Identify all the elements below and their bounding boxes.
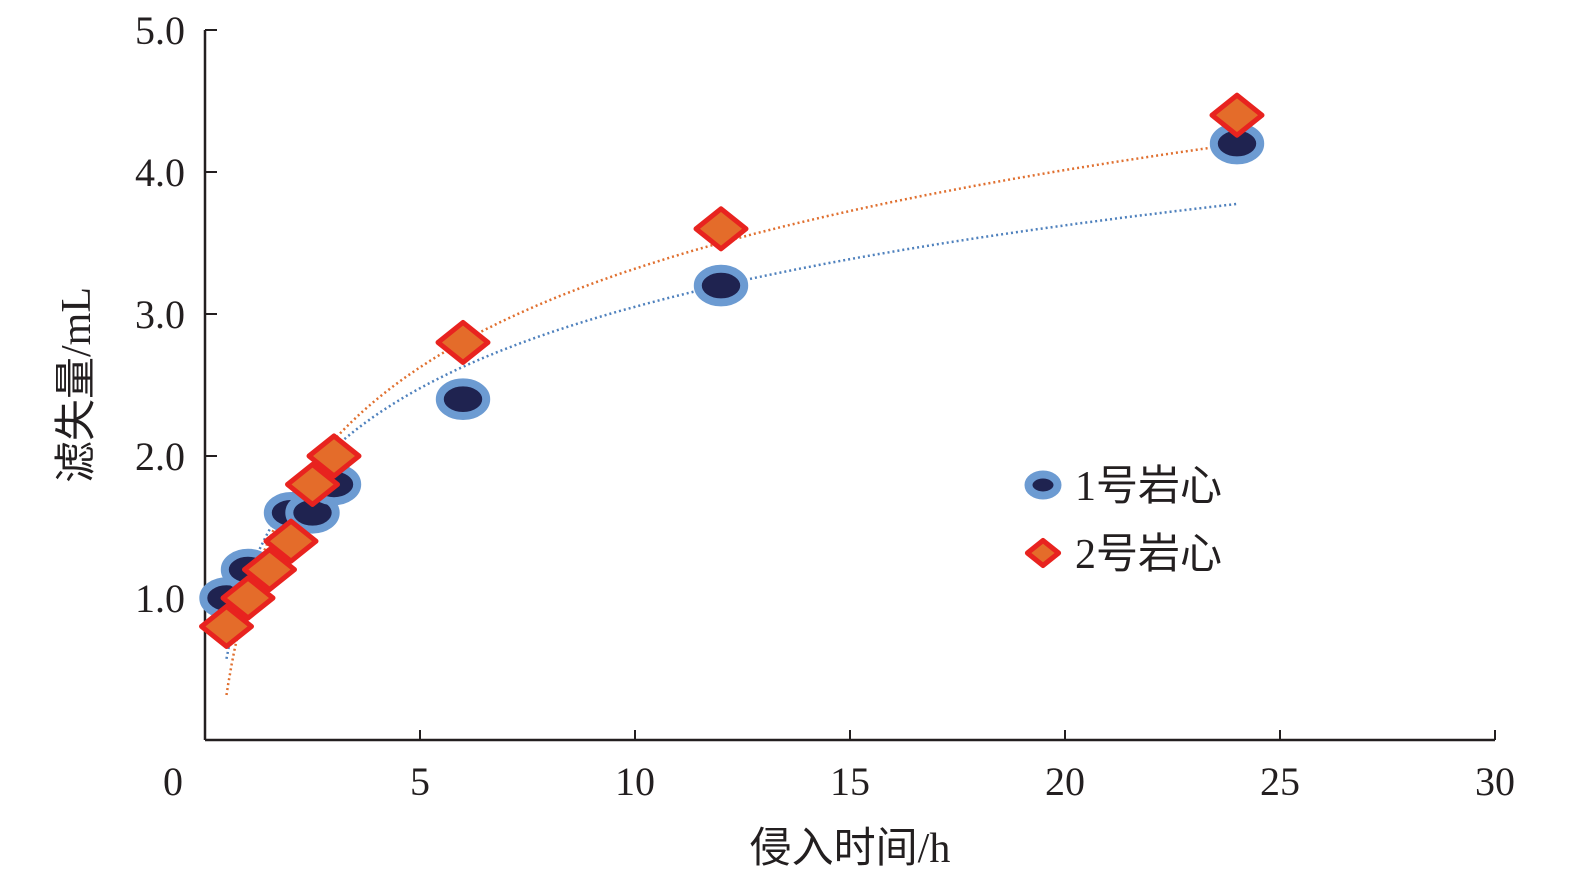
x-tick-label: 10 bbox=[615, 759, 655, 804]
y-tick-label: 3.0 bbox=[135, 292, 185, 337]
y-axis-title: 滤失量/mL bbox=[54, 287, 100, 483]
data-point-series-2 bbox=[693, 206, 749, 252]
y-tick-label: 4.0 bbox=[135, 150, 185, 195]
data-point-series-1 bbox=[693, 264, 749, 307]
data-points bbox=[199, 92, 1265, 649]
legend-label-series-1: 1号岩心 bbox=[1075, 464, 1222, 510]
legend-marker-series-2 bbox=[1024, 538, 1062, 568]
data-point-series-2 bbox=[220, 575, 276, 621]
x-tick-label: 0 bbox=[163, 759, 183, 804]
legend-marker-series-1 bbox=[1024, 470, 1062, 500]
data-point-series-2 bbox=[435, 319, 491, 365]
x-tick-label: 25 bbox=[1260, 759, 1300, 804]
axes bbox=[203, 30, 1495, 742]
x-tick-label: 15 bbox=[830, 759, 870, 804]
data-point-series-2 bbox=[1209, 92, 1265, 138]
y-tick-label: 2.0 bbox=[135, 434, 185, 479]
x-axis-title: 侵入时间/h bbox=[750, 826, 951, 872]
x-tick-label: 20 bbox=[1045, 759, 1085, 804]
data-point-series-2 bbox=[263, 518, 319, 564]
data-point-series-2 bbox=[306, 433, 362, 479]
data-point-series-2 bbox=[199, 603, 254, 649]
y-tick-label: 1.0 bbox=[135, 576, 185, 621]
y-tick-label: 5.0 bbox=[135, 8, 185, 53]
x-tick-label: 30 bbox=[1475, 759, 1515, 804]
data-point-series-1 bbox=[435, 378, 491, 421]
tick-marks: 0 5 10 15 20 25 30 1.0 2.0 3.0 4.0 5.0 bbox=[135, 8, 1515, 804]
x-tick-label: 5 bbox=[410, 759, 430, 804]
data-point-series-2 bbox=[285, 461, 340, 507]
data-point-series-2 bbox=[242, 547, 297, 593]
legend: 1号岩心 2号岩心 bbox=[1024, 464, 1222, 578]
legend-label-series-2: 2号岩心 bbox=[1075, 532, 1222, 578]
